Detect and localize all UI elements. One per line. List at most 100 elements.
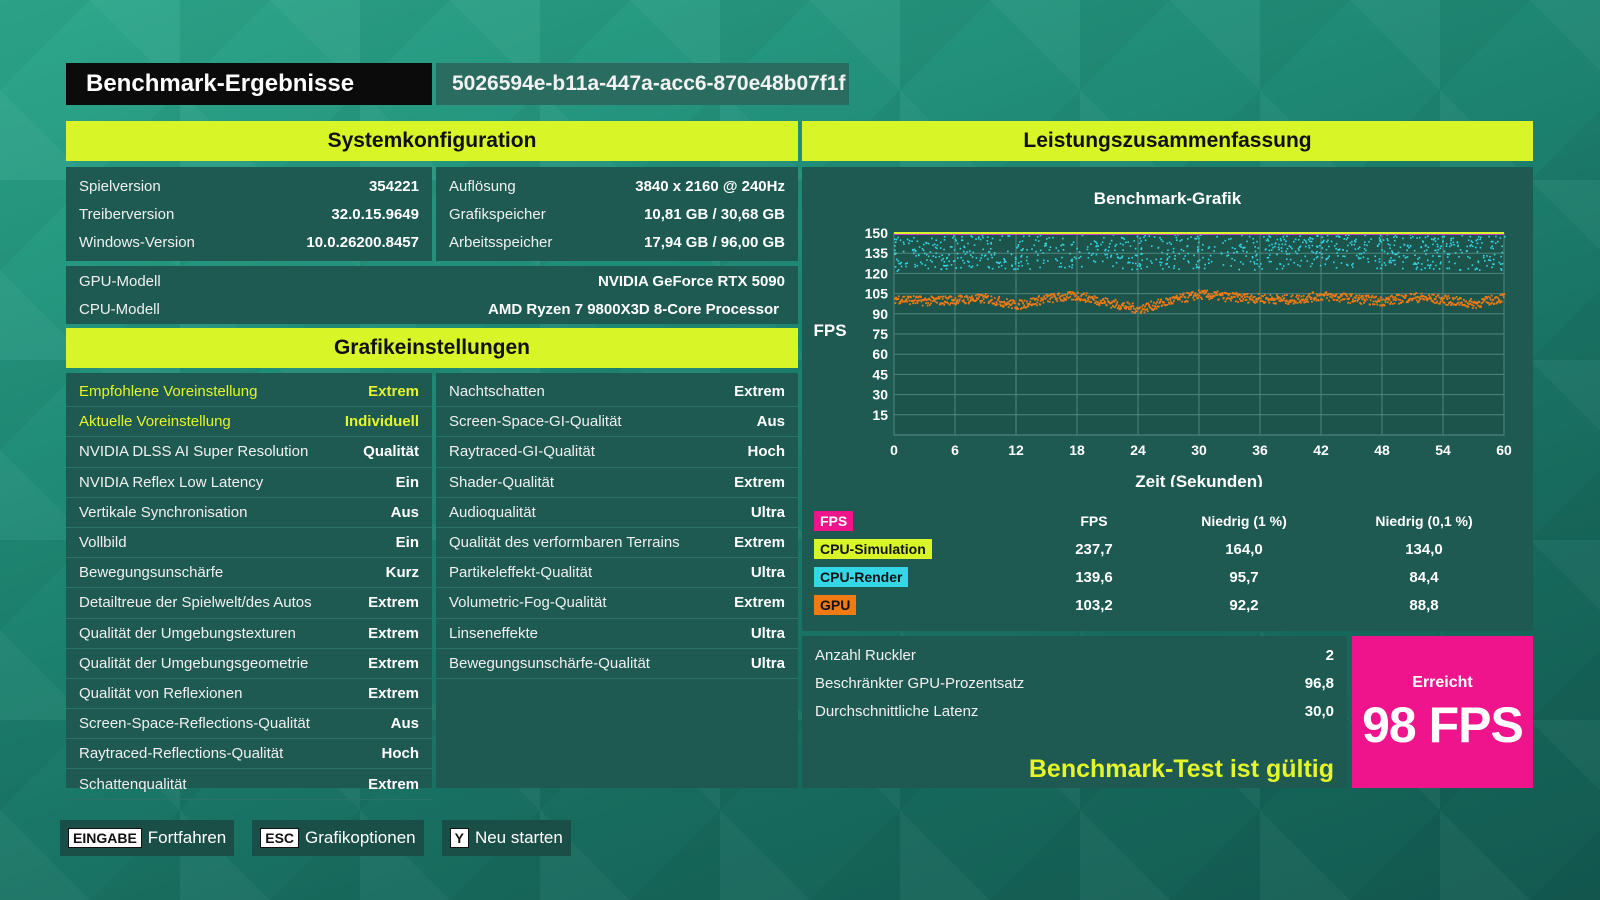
gpu-point xyxy=(913,299,916,301)
gpu-point xyxy=(1125,306,1128,308)
gpu-point xyxy=(1115,303,1118,305)
cpu-render-point xyxy=(1459,268,1461,271)
cpu-render-point xyxy=(932,255,935,257)
gpu-point xyxy=(1077,291,1079,294)
gpu-point xyxy=(1099,301,1101,304)
gpu-point xyxy=(1128,303,1131,305)
cpu-render-point xyxy=(1141,259,1144,261)
cpu-render-point xyxy=(1078,251,1081,253)
gpu-point xyxy=(1131,310,1134,313)
gpu-point xyxy=(1008,300,1011,303)
cpu-render-point xyxy=(1150,245,1153,247)
cpu-render-point xyxy=(1176,239,1178,241)
cpu-render-point xyxy=(935,252,938,254)
cpu-render-point xyxy=(1289,258,1292,261)
gpu-point xyxy=(1184,296,1187,299)
gpu-point xyxy=(942,295,945,298)
cpu-render-point xyxy=(968,261,970,263)
cpu-render-point xyxy=(966,251,968,253)
cpu-render-point xyxy=(1222,264,1225,266)
cpu-render-point xyxy=(1280,250,1283,252)
gpu-point xyxy=(1426,299,1429,302)
cpu-render-point xyxy=(936,244,939,247)
cpu-render-point xyxy=(943,248,945,251)
gpu-point xyxy=(916,299,918,302)
gpu-point xyxy=(1486,301,1489,304)
cpu-render-point xyxy=(1279,263,1281,265)
cpu-render-point xyxy=(1141,253,1143,255)
cpu-render-point xyxy=(1432,255,1434,257)
gpu-point xyxy=(1075,297,1078,300)
gpu-point xyxy=(1003,301,1006,304)
gpu-point xyxy=(1455,296,1458,298)
gpu-point xyxy=(1374,296,1377,299)
footer-button-restart[interactable]: Y Neu starten xyxy=(441,820,571,856)
gpu-point xyxy=(1276,296,1279,298)
gpu-point xyxy=(969,300,972,302)
cpu-render-point xyxy=(981,234,984,237)
gpu-point xyxy=(1334,295,1337,298)
cpu-render-point xyxy=(1315,256,1318,259)
cpu-render-point xyxy=(997,261,999,264)
gpu-point xyxy=(1159,300,1162,302)
cpu-render-point xyxy=(970,266,973,269)
cpu-render-point xyxy=(1383,250,1386,253)
gpu-point xyxy=(1049,298,1052,300)
gpu-point xyxy=(1395,297,1398,300)
gpu-point xyxy=(1290,295,1293,298)
cpu-render-point xyxy=(1241,234,1243,237)
gpu-point xyxy=(1034,303,1037,305)
gpu-point xyxy=(931,300,934,302)
gpu-point xyxy=(1221,292,1223,294)
cpu-render-point xyxy=(1394,253,1396,256)
gpu-point xyxy=(939,302,942,305)
gpu-point xyxy=(1370,296,1373,299)
x-tick-label: 0 xyxy=(890,442,898,458)
graphics-setting-row: Partikeleffekt-Qualität Ultra xyxy=(436,558,798,589)
gpu-point xyxy=(1077,296,1080,298)
cpu-render-point xyxy=(1248,235,1251,238)
cpu-render-point xyxy=(1048,249,1051,251)
cpu-render-point xyxy=(1056,259,1059,262)
cpu-render-point xyxy=(1043,259,1045,262)
gpu-point xyxy=(1170,301,1172,304)
gpu-point xyxy=(968,301,971,304)
gpu-point xyxy=(920,296,922,299)
cpu-render-point xyxy=(1064,266,1066,269)
cpu-render-point xyxy=(962,259,964,262)
gpu-point xyxy=(1289,299,1292,302)
cpu-render-point xyxy=(906,238,909,241)
gpu-point xyxy=(1455,303,1457,306)
gpu-point xyxy=(898,302,901,305)
footer-button-graphics-options[interactable]: ESC Grafikoptionen xyxy=(252,820,424,856)
cpu-render-point xyxy=(1204,263,1206,266)
gpu-point xyxy=(1122,304,1125,307)
gpu-point xyxy=(1171,302,1174,305)
gpu-point xyxy=(1284,302,1287,305)
cpu-render-point xyxy=(1422,241,1425,243)
cpu-render-point xyxy=(1184,255,1187,257)
cpu-render-point xyxy=(1135,262,1137,265)
cpu-render-point xyxy=(1480,236,1482,239)
gpu-point xyxy=(1088,295,1090,298)
cpu-render-point xyxy=(1456,241,1459,244)
footer-button-continue[interactable]: EINGABE Fortfahren xyxy=(60,820,235,856)
gpu-point xyxy=(937,295,940,298)
cpu-render-point xyxy=(1446,267,1448,270)
cpu-render-point xyxy=(943,265,946,267)
cpu-render-point xyxy=(1109,242,1111,245)
cpu-render-point xyxy=(894,241,897,244)
gpu-point xyxy=(1250,294,1253,296)
cpu-render-point xyxy=(1374,260,1377,262)
cpu-render-point xyxy=(927,242,930,245)
stats-header-row: FPS FPS Niedrig (1 %) Niedrig (0,1 %) xyxy=(814,507,1514,535)
gpu-point xyxy=(1084,301,1087,303)
gpu-point xyxy=(1319,298,1322,301)
gpu-point xyxy=(1384,301,1387,304)
cpu-render-point xyxy=(1467,267,1470,270)
gpu-point xyxy=(1363,298,1366,301)
gpu-point xyxy=(982,298,985,300)
gpu-point xyxy=(1492,298,1495,301)
gpu-point xyxy=(1197,289,1200,292)
gpu-point xyxy=(942,302,945,305)
